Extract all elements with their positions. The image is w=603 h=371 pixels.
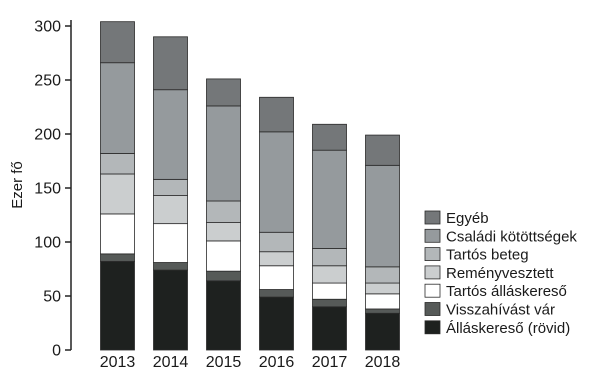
legend-swatch bbox=[424, 265, 441, 280]
bar-segment bbox=[259, 265, 294, 290]
bar-segment bbox=[100, 261, 135, 351]
bar-segment bbox=[100, 21, 135, 64]
bar-segment bbox=[206, 280, 241, 351]
axes-group: 0 50 100 150 200 250 300 2013 2014 2015 2016 2017 20… bbox=[34, 19, 400, 371]
bar-segment bbox=[153, 262, 188, 271]
legend-label: Álláskereső (rövid) bbox=[446, 320, 570, 337]
x-category-label: 2016 bbox=[259, 354, 295, 371]
bar-segment bbox=[206, 270, 241, 282]
legend-label: Visszahívást vár bbox=[446, 302, 555, 319]
bar-segment bbox=[365, 266, 400, 284]
bar-segment bbox=[259, 96, 294, 133]
x-category-label: 2017 bbox=[312, 354, 348, 371]
legend-swatch bbox=[424, 228, 441, 243]
y-tick-label: 100 bbox=[34, 235, 61, 252]
bar-segment bbox=[312, 123, 347, 151]
legend-label: Reményvesztett bbox=[446, 265, 554, 282]
bar-segment bbox=[259, 296, 294, 351]
bar-segment bbox=[153, 269, 188, 351]
x-category-label: 2014 bbox=[153, 354, 189, 371]
bar-segment bbox=[206, 105, 241, 202]
y-tick-label: 0 bbox=[52, 343, 61, 360]
bar-segment bbox=[153, 195, 188, 225]
bar-segment bbox=[100, 213, 135, 255]
bar-segment bbox=[365, 312, 400, 351]
legend-swatch bbox=[424, 320, 441, 335]
y-tick-label: 250 bbox=[34, 73, 61, 90]
bar-segment bbox=[100, 153, 135, 175]
bar-segment bbox=[312, 248, 347, 267]
legend-label: Tartós álláskereső bbox=[446, 283, 567, 300]
y-axis-title: Ezer fő bbox=[9, 161, 26, 209]
bar-segment bbox=[153, 89, 188, 180]
bar-segment bbox=[365, 164, 400, 268]
x-category-label: 2018 bbox=[365, 354, 401, 371]
bar-segment bbox=[206, 78, 241, 107]
x-category-label: 2013 bbox=[100, 354, 136, 371]
bar-segment bbox=[365, 282, 400, 295]
bar-segment bbox=[259, 251, 294, 267]
legend-swatch bbox=[424, 247, 441, 262]
legend-swatch bbox=[424, 283, 441, 298]
bar-segment bbox=[100, 62, 135, 154]
bar-segment bbox=[365, 134, 400, 166]
legend-swatch bbox=[424, 210, 441, 225]
bar-segment bbox=[259, 131, 294, 233]
bar-segment bbox=[100, 253, 135, 262]
y-tick-label: 200 bbox=[34, 127, 61, 144]
bar-segment bbox=[312, 265, 347, 284]
legend-swatch bbox=[424, 302, 441, 316]
bar-segment bbox=[312, 149, 347, 249]
y-tick-label: 50 bbox=[43, 289, 61, 306]
bar-segment bbox=[153, 223, 188, 263]
bar-segment bbox=[312, 298, 347, 308]
bar-segment bbox=[153, 36, 188, 91]
bar-segment bbox=[206, 240, 241, 272]
bar-segment bbox=[312, 282, 347, 300]
bar-segment bbox=[206, 200, 241, 223]
legend-label: Tartós beteg bbox=[446, 247, 529, 264]
legend-label: Egyéb bbox=[446, 210, 489, 227]
bar-segment bbox=[365, 308, 400, 314]
bars-group bbox=[100, 21, 400, 351]
bar-segment bbox=[259, 231, 294, 253]
x-category-label: 2015 bbox=[206, 354, 242, 371]
bar-segment bbox=[206, 222, 241, 242]
bar-segment bbox=[312, 306, 347, 351]
bar-segment bbox=[153, 178, 188, 196]
bar-segment bbox=[365, 293, 400, 310]
legend-label: Családi kötöttségek bbox=[446, 228, 577, 245]
bar-segment bbox=[259, 289, 294, 298]
y-tick-label: 300 bbox=[34, 19, 61, 36]
y-tick-label: 150 bbox=[34, 181, 61, 198]
bar-segment bbox=[100, 173, 135, 215]
